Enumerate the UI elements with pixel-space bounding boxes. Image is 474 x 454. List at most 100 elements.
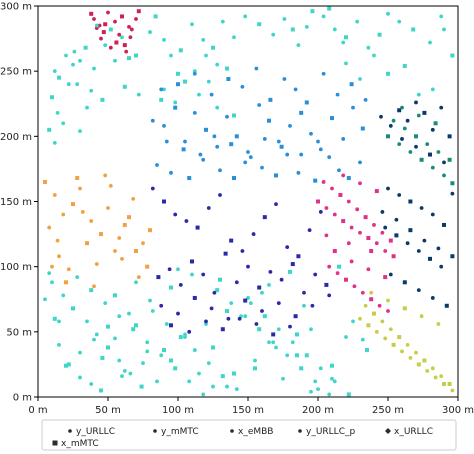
data-point <box>57 319 61 324</box>
data-point <box>388 238 393 243</box>
data-point <box>386 309 390 313</box>
data-point <box>402 306 407 311</box>
data-point <box>442 222 446 227</box>
data-point <box>405 118 410 123</box>
data-point <box>296 43 301 47</box>
data-point <box>162 37 166 42</box>
data-point <box>113 19 117 24</box>
data-point <box>439 264 444 269</box>
x-tick-label: 300 m <box>442 405 474 416</box>
data-point <box>341 137 346 141</box>
y-tick-label: 150 m <box>0 197 32 208</box>
data-point <box>71 306 75 311</box>
legend-marker <box>230 429 234 433</box>
data-point <box>209 306 214 311</box>
data-point <box>57 75 61 80</box>
data-point <box>358 160 362 165</box>
legend-label: x_eMBB <box>238 427 273 437</box>
data-point <box>204 53 208 58</box>
data-point <box>321 180 326 184</box>
data-point <box>369 297 374 302</box>
data-point <box>310 303 315 308</box>
data-point <box>78 350 82 355</box>
data-point <box>388 272 393 277</box>
data-point <box>433 121 438 126</box>
data-point <box>139 384 144 389</box>
data-point <box>141 241 145 246</box>
data-point <box>411 27 416 32</box>
data-point <box>211 384 215 389</box>
data-point <box>276 327 281 332</box>
data-point <box>131 327 136 332</box>
data-point <box>225 66 229 71</box>
data-point <box>164 139 169 144</box>
data-point <box>47 225 52 230</box>
data-point <box>313 272 318 277</box>
data-point <box>234 387 239 392</box>
data-point <box>416 113 421 118</box>
data-point <box>150 186 155 191</box>
data-point <box>114 40 119 45</box>
data-point <box>229 301 234 306</box>
data-point <box>337 264 341 269</box>
data-point <box>108 27 113 32</box>
data-point <box>57 254 61 259</box>
data-point <box>127 56 131 61</box>
data-point <box>61 212 66 217</box>
data-point <box>94 26 99 31</box>
data-point <box>400 349 404 354</box>
data-point <box>386 186 390 191</box>
data-point <box>50 264 54 269</box>
data-point <box>254 66 259 71</box>
data-point <box>234 280 239 285</box>
data-point <box>225 308 229 313</box>
legend-marker <box>385 428 391 434</box>
data-point <box>313 178 318 183</box>
data-point <box>89 219 94 223</box>
data-point <box>436 150 441 154</box>
data-point <box>285 245 290 250</box>
data-point <box>99 232 103 237</box>
data-point <box>100 355 105 360</box>
data-point <box>122 43 127 48</box>
data-point <box>337 168 341 173</box>
data-point <box>85 319 89 324</box>
data-point <box>162 348 166 353</box>
data-point <box>267 118 271 123</box>
data-point <box>344 35 348 40</box>
data-point <box>128 35 133 40</box>
data-point <box>50 95 54 100</box>
data-point <box>344 61 348 66</box>
data-point <box>155 379 159 384</box>
data-point <box>309 389 313 394</box>
data-point <box>279 144 284 149</box>
data-point <box>408 228 413 233</box>
data-point <box>192 69 197 74</box>
data-point <box>450 181 455 186</box>
data-point <box>159 353 164 358</box>
data-point <box>92 337 96 342</box>
data-point <box>237 316 242 321</box>
data-point <box>416 92 421 97</box>
data-point <box>55 238 60 243</box>
data-point <box>257 327 262 332</box>
axes-layer: 0 m 50 m 100 m 150 m 200 m 250 m 300 m 0 m 50 m 1… <box>0 2 474 417</box>
data-point <box>316 139 320 144</box>
data-point <box>309 327 313 332</box>
data-point <box>358 77 362 81</box>
data-point <box>302 290 306 295</box>
data-point <box>173 366 178 371</box>
data-point <box>190 22 194 27</box>
y-tick-label: 0 m <box>13 393 32 404</box>
data-point <box>335 92 340 97</box>
data-point <box>225 384 229 389</box>
data-point <box>290 27 295 32</box>
data-point <box>271 32 276 37</box>
data-point <box>318 210 323 214</box>
data-point <box>173 100 178 105</box>
data-point <box>187 379 192 384</box>
data-point <box>271 332 276 337</box>
data-point <box>215 288 220 293</box>
data-point <box>52 316 57 321</box>
data-point <box>211 45 215 50</box>
